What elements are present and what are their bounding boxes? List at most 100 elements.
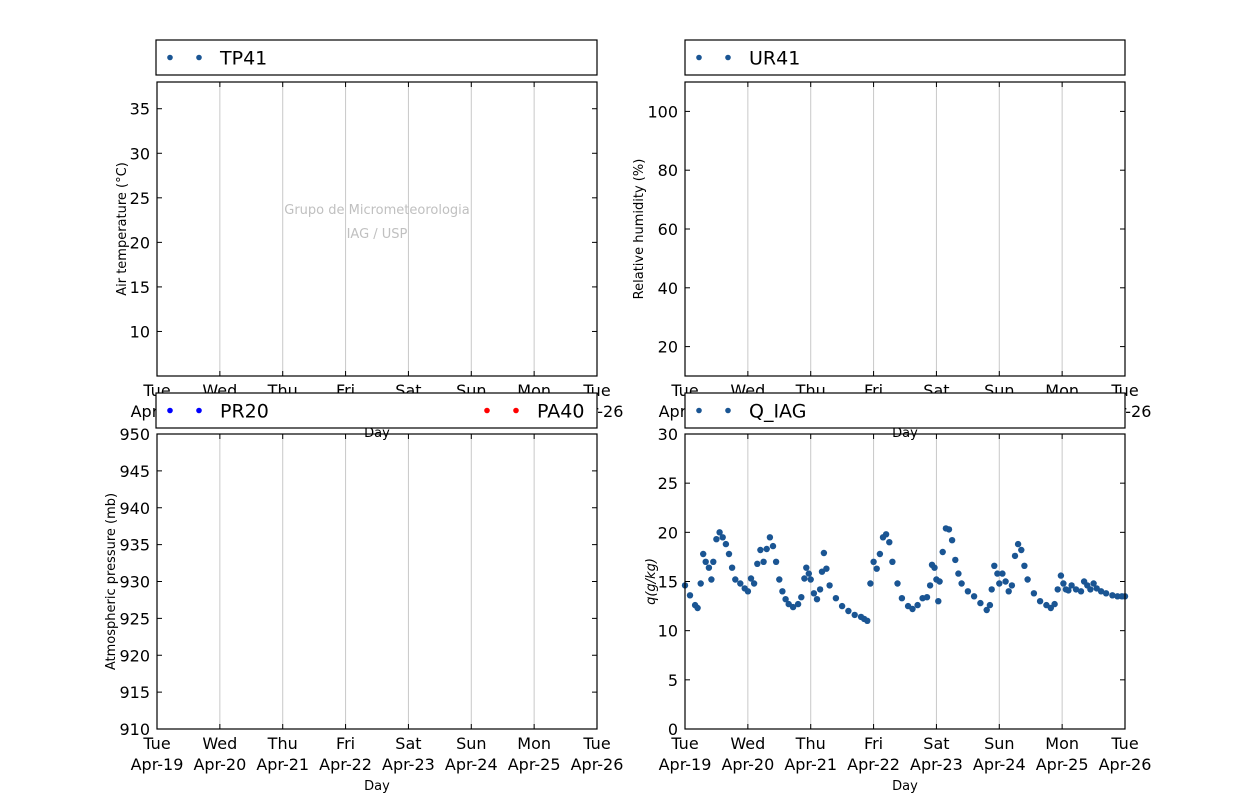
data-point — [1057, 572, 1065, 579]
data-point — [986, 601, 994, 609]
data-point — [1036, 598, 1044, 605]
y-tick-label: 930 — [119, 573, 150, 592]
x-tick-date: Apr-22 — [847, 755, 900, 774]
data-point — [769, 542, 777, 550]
data-point — [760, 558, 767, 565]
data-point — [955, 570, 962, 577]
legend-label: TP41 — [219, 48, 267, 70]
legend-box — [155, 39, 598, 76]
data-point — [970, 593, 978, 600]
data-point — [757, 546, 764, 554]
plot-frame — [156, 81, 598, 377]
plot-frame — [684, 81, 1126, 377]
data-point — [977, 599, 984, 607]
data-point — [816, 586, 824, 593]
data-point — [991, 562, 998, 569]
data-point — [1024, 576, 1031, 583]
y-tick-label: 35 — [130, 100, 150, 119]
x-tick-date: Apr-21 — [784, 755, 837, 774]
x-tick-day: Tue — [1110, 734, 1138, 753]
legend-marker — [696, 54, 702, 61]
data-point — [763, 545, 770, 553]
data-point — [958, 580, 965, 587]
x-tick-day: Fri — [864, 734, 883, 753]
x-tick-date: Apr-24 — [445, 755, 498, 774]
x-tick-day: Thu — [795, 734, 826, 753]
data-point — [867, 580, 874, 587]
y-tick-label: 940 — [119, 499, 150, 518]
y-tick-label: 915 — [119, 683, 150, 702]
data-point — [926, 582, 934, 589]
x-tick-day: Tue — [142, 734, 170, 753]
y-tick-label: 950 — [119, 425, 150, 444]
x-axis-label: Day — [892, 779, 918, 794]
data-point — [1051, 600, 1058, 608]
data-point — [1109, 592, 1116, 599]
data-point — [898, 595, 906, 602]
x-tick-date: Apr-22 — [319, 755, 372, 774]
data-point — [1077, 588, 1085, 595]
y-tick-label: 935 — [119, 536, 150, 555]
data-point — [945, 526, 953, 533]
data-point — [838, 602, 846, 610]
data-point — [845, 607, 852, 615]
data-point — [873, 565, 880, 572]
data-point — [1021, 562, 1028, 569]
legend-marker — [725, 407, 731, 414]
y-axis-label: Air temperature (°C) — [115, 162, 130, 296]
y-tick-label: 0 — [668, 720, 678, 739]
data-point — [1102, 590, 1110, 597]
data-point — [876, 550, 884, 558]
data-point — [983, 606, 990, 614]
data-point — [948, 537, 956, 544]
x-tick-day: Sun — [456, 734, 486, 753]
data-point — [708, 576, 715, 583]
data-point — [810, 590, 818, 597]
x-tick-date: Apr-26 — [571, 755, 624, 774]
data-point — [722, 540, 730, 548]
data-point — [732, 576, 739, 583]
legend-label: PA40 — [537, 401, 584, 423]
legend-marker — [167, 54, 173, 61]
data-point — [801, 575, 808, 582]
data-point — [999, 570, 1006, 577]
x-tick-day: Thu — [267, 734, 298, 753]
data-point — [923, 594, 931, 601]
legend-label: Q_IAG — [749, 401, 806, 423]
data-point — [1065, 587, 1072, 594]
x-axis-label: Day — [364, 779, 390, 794]
data-point — [1072, 586, 1080, 593]
legend-marker — [484, 407, 490, 414]
data-point — [737, 580, 744, 587]
data-point — [1097, 588, 1105, 595]
panel-q: 0 5 10 15 20 25 30 Tue Apr-19 Wed Apr-20 Thu Apr-21 F… — [644, 392, 1151, 794]
data-point — [1005, 588, 1012, 595]
data-point — [716, 529, 723, 536]
data-point — [931, 564, 938, 571]
data-point — [794, 600, 802, 608]
data-point — [996, 580, 1003, 587]
y-tick-label: 910 — [119, 720, 150, 739]
y-tick-label: 10 — [130, 322, 150, 341]
x-tick-date: Apr-23 — [382, 755, 435, 774]
data-point — [1087, 586, 1094, 593]
legend-label: UR41 — [749, 48, 800, 70]
data-point — [1114, 593, 1121, 600]
legend-marker — [725, 54, 731, 61]
data-point — [823, 565, 830, 572]
data-point — [710, 558, 717, 565]
data-point — [1014, 540, 1022, 548]
data-point — [988, 586, 995, 593]
data-point — [851, 611, 858, 619]
data-point — [700, 550, 707, 558]
data-point — [939, 548, 946, 556]
legend-box — [155, 392, 598, 429]
y-axis-label: Relative humidity (%) — [632, 159, 647, 300]
legend-label: PR20 — [220, 401, 269, 423]
data-point — [694, 604, 701, 612]
y-tick-label: 60 — [658, 220, 678, 239]
data-point — [772, 558, 780, 565]
data-point — [807, 576, 814, 583]
data-point — [750, 580, 758, 587]
